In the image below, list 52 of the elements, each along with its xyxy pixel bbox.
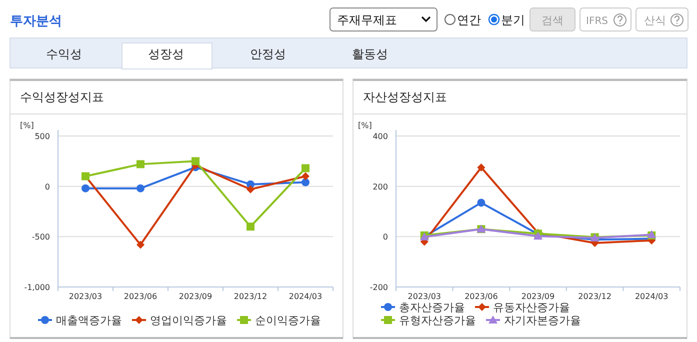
x-tick-label: 2024/03 (634, 292, 668, 301)
point (246, 222, 254, 231)
legend-label: 매출액증가율 (56, 314, 122, 327)
chart-title: 수익성장성지표 (20, 90, 104, 104)
point (136, 160, 144, 168)
x-tick-label: 2023/06 (464, 292, 498, 301)
y-tick-label: -500 (32, 232, 50, 242)
point (477, 198, 486, 207)
text: 안정성 (250, 47, 286, 61)
legend-label: 영업이익증가율 (150, 314, 227, 327)
x-tick-label: 2023/09 (521, 292, 555, 301)
y-tick-label: 400 (372, 132, 388, 141)
point (302, 164, 310, 172)
point (477, 163, 486, 172)
text: 분기 (501, 13, 525, 27)
y-tick-label: -200 (370, 283, 388, 292)
x-tick-label: 2023/06 (124, 292, 158, 301)
point (82, 184, 90, 192)
y-tick-label: 200 (372, 182, 388, 192)
y-tick-label: 0 (382, 232, 388, 242)
chart-title: 자산성장성지표 (363, 90, 447, 104)
y-tick-label: 500 (34, 132, 50, 141)
text: 검색 (542, 14, 564, 27)
legend-label: 유동자산증가율 (493, 301, 570, 314)
legend-label: 유형자산증가율 (399, 314, 476, 327)
text: 수익성 (46, 47, 82, 61)
x-tick-label: 2023/03 (68, 292, 102, 301)
point (136, 184, 144, 192)
text: 성장성 (148, 47, 184, 61)
text: 연간 (457, 13, 481, 27)
y-tick-label: 0 (44, 182, 50, 192)
x-tick-label: 2023/12 (234, 292, 268, 301)
text: 산식 (644, 14, 666, 27)
legend-label: 총자산증가율 (399, 301, 465, 314)
text: 투자분석 (10, 14, 62, 29)
x-tick-label: 2023/12 (578, 292, 612, 301)
legend-label: 순이익증가율 (255, 314, 321, 327)
point (192, 157, 200, 166)
text: 활동성 (352, 47, 388, 61)
legend-label: 자기자본증가율 (504, 314, 581, 327)
text: 주재무제표 (337, 13, 397, 27)
x-tick-label: 2024/03 (288, 292, 322, 301)
point (246, 185, 254, 194)
text: IFRS (586, 16, 608, 27)
point (302, 178, 310, 186)
y-tick-label: -1,000 (24, 283, 50, 292)
point (302, 172, 310, 180)
x-tick-label: 2023/09 (178, 292, 212, 301)
y-axis-title: [%] (20, 121, 34, 130)
x-tick-label: 2023/03 (408, 292, 442, 301)
point (136, 240, 144, 249)
y-axis-title: [%] (358, 121, 372, 130)
